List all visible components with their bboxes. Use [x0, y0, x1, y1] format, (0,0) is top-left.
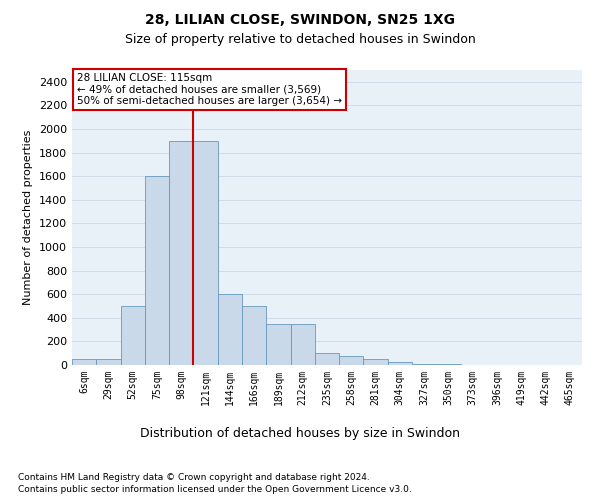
Bar — [364, 359, 388, 365]
Bar — [266, 324, 290, 365]
Y-axis label: Number of detached properties: Number of detached properties — [23, 130, 34, 305]
Text: 28 LILIAN CLOSE: 115sqm
← 49% of detached houses are smaller (3,569)
50% of semi: 28 LILIAN CLOSE: 115sqm ← 49% of detache… — [77, 73, 342, 106]
Bar — [412, 364, 436, 365]
Bar — [96, 359, 121, 365]
Bar — [436, 364, 461, 365]
Text: Size of property relative to detached houses in Swindon: Size of property relative to detached ho… — [125, 32, 475, 46]
Text: Contains HM Land Registry data © Crown copyright and database right 2024.: Contains HM Land Registry data © Crown c… — [18, 472, 370, 482]
Text: Distribution of detached houses by size in Swindon: Distribution of detached houses by size … — [140, 428, 460, 440]
Bar — [145, 176, 169, 365]
Bar — [388, 362, 412, 365]
Bar — [121, 306, 145, 365]
Bar — [169, 141, 193, 365]
Text: 28, LILIAN CLOSE, SWINDON, SN25 1XG: 28, LILIAN CLOSE, SWINDON, SN25 1XG — [145, 12, 455, 26]
Bar — [72, 359, 96, 365]
Bar — [315, 353, 339, 365]
Bar — [193, 141, 218, 365]
Bar — [339, 356, 364, 365]
Bar — [242, 306, 266, 365]
Text: Contains public sector information licensed under the Open Government Licence v3: Contains public sector information licen… — [18, 485, 412, 494]
Bar — [218, 294, 242, 365]
Bar — [290, 324, 315, 365]
